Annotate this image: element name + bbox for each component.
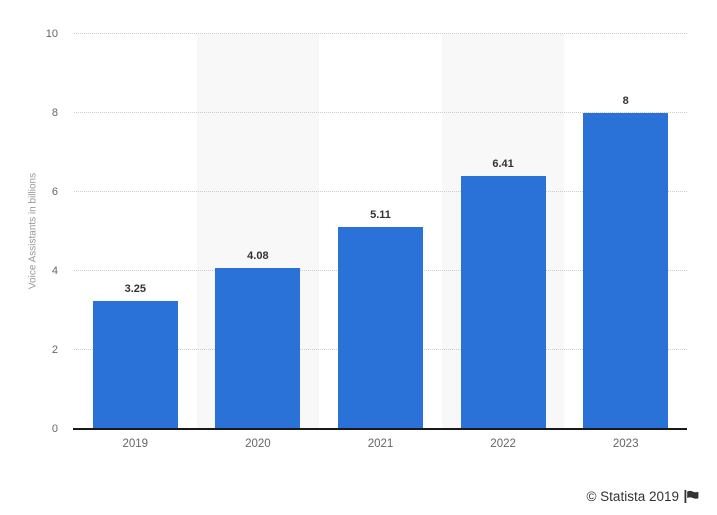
- gridline-y6: [74, 191, 687, 192]
- bar-2023[interactable]: [583, 113, 669, 429]
- y-tick-label-8: 8: [51, 107, 58, 119]
- y-tick-label-6: 6: [51, 186, 58, 198]
- bar-2022[interactable]: [460, 175, 546, 429]
- credit-text: © Statista 2019: [586, 489, 679, 504]
- x-tick-label-2022: 2022: [490, 438, 516, 450]
- y-tick-label-10: 10: [45, 28, 58, 40]
- x-tick-label-2020: 2020: [245, 438, 271, 450]
- flag-icon: [684, 490, 699, 503]
- bar-value-label-2019: 3.25: [124, 282, 146, 295]
- bar-value-label-2021: 5.11: [370, 209, 391, 222]
- bar-value-label-2020: 4.08: [247, 249, 269, 262]
- bar-2021[interactable]: [338, 227, 423, 429]
- y-tick-label-2: 2: [51, 344, 58, 356]
- bar-2019[interactable]: [92, 300, 178, 429]
- x-tick-label-2023: 2023: [612, 438, 639, 450]
- bar-value-label-2022: 6.41: [492, 157, 514, 170]
- y-tick-label-4: 4: [51, 265, 58, 277]
- bar-value-label-2023: 8: [622, 95, 629, 107]
- x-tick-label-2019: 2019: [122, 438, 149, 450]
- x-axis-line: [73, 428, 687, 430]
- x-tick-label-2021: 2021: [367, 438, 394, 450]
- y-tick-label-0: 0: [51, 423, 58, 435]
- gridline-y10: [74, 33, 687, 34]
- statista-credit: © Statista 2019: [586, 489, 699, 504]
- gridline-y8: [74, 112, 687, 113]
- bar-2020[interactable]: [215, 267, 301, 429]
